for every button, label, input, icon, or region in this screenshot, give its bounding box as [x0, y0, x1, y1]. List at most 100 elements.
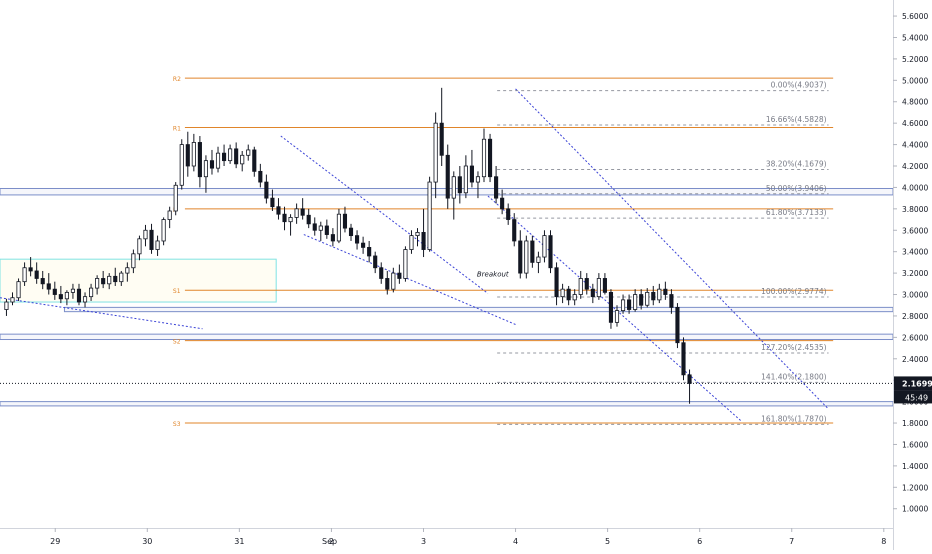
- x-tick-label: 3: [421, 537, 426, 546]
- candle-body: [64, 291, 69, 300]
- candle-body: [203, 160, 208, 178]
- y-tick-label: 4.4000: [902, 141, 928, 150]
- fib-level-label: 141.40%(2.1800): [761, 372, 827, 381]
- candle-body: [614, 310, 620, 323]
- candle-body: [572, 294, 577, 301]
- y-tick-label: 5.2000: [902, 55, 928, 64]
- candle-body: [542, 235, 547, 258]
- candle-body: [336, 213, 341, 242]
- y-tick-label: 3.4000: [902, 248, 928, 257]
- candle-body: [137, 238, 142, 255]
- candle-body: [46, 283, 51, 290]
- candle-body: [367, 246, 372, 257]
- candle-body: [536, 256, 541, 263]
- pivot-level-label: R1: [173, 125, 181, 132]
- candle-body: [627, 299, 632, 310]
- candle-body: [312, 223, 317, 231]
- y-tick-label: 4.6000: [902, 119, 928, 128]
- candle-body: [101, 278, 106, 285]
- candle-body: [264, 181, 269, 199]
- candle-body: [270, 197, 275, 208]
- candle-body: [494, 176, 499, 199]
- candle-body: [433, 122, 438, 183]
- candle-body: [354, 235, 360, 244]
- candle-body: [391, 272, 396, 290]
- candle-body: [403, 249, 408, 279]
- candle-body: [179, 144, 184, 186]
- candle-body: [481, 138, 487, 178]
- y-tick-label: 1.8000: [902, 419, 928, 428]
- x-tick-label: 2: [329, 537, 334, 546]
- x-tick-label: 29: [50, 537, 60, 546]
- candle-body: [149, 229, 154, 250]
- candle-body: [107, 275, 112, 285]
- candle-body: [95, 278, 100, 289]
- candle-body: [173, 184, 178, 212]
- candle-body: [608, 291, 614, 323]
- y-tick-label: 1.2000: [902, 483, 928, 492]
- candle-body: [512, 219, 517, 242]
- candle-body: [663, 288, 668, 295]
- candle-body: [518, 240, 523, 274]
- candle-body: [70, 288, 76, 293]
- candle-body: [566, 288, 571, 301]
- candle-body: [506, 208, 511, 220]
- candle-body: [457, 176, 462, 194]
- y-tick-label: 4.0000: [902, 183, 928, 192]
- candle-body: [657, 288, 662, 301]
- candle-body: [620, 299, 626, 311]
- y-tick-label: 1.4000: [902, 462, 928, 471]
- candle-body: [209, 160, 215, 169]
- candle-body: [645, 291, 650, 306]
- candle-body: [82, 296, 88, 303]
- candle-body: [143, 229, 148, 240]
- fib-level-label: 127.20%(2.4535): [761, 343, 827, 352]
- x-tick-label: 5: [605, 537, 610, 546]
- y-tick-label: 5.4000: [902, 33, 928, 42]
- candle-body: [318, 225, 323, 231]
- countdown-badge: [894, 390, 932, 404]
- candle-body: [584, 278, 589, 290]
- x-tick-label: 30: [142, 537, 152, 546]
- candle-body: [58, 294, 63, 300]
- candle-body: [89, 287, 94, 298]
- x-tick-label: 7: [789, 537, 794, 546]
- candle-body: [324, 225, 329, 235]
- candle-body: [463, 165, 468, 194]
- candle-body: [596, 278, 601, 298]
- candle-body: [421, 232, 426, 250]
- candle-body: [681, 342, 686, 376]
- fib-level-label: 16.66%(4.5828): [766, 115, 827, 124]
- candle-body: [602, 278, 607, 293]
- candle-body: [475, 176, 481, 183]
- candle-body: [10, 297, 15, 303]
- y-tick-label: 5.6000: [902, 12, 928, 21]
- candle-body: [524, 240, 529, 274]
- candle-body: [530, 240, 535, 263]
- candle-body: [687, 374, 692, 384]
- support-resistance-zone: [0, 401, 894, 407]
- candle-body: [578, 278, 583, 295]
- candle-body: [560, 288, 565, 298]
- candle-body: [590, 288, 595, 298]
- candle-body: [167, 210, 172, 220]
- candle-body: [397, 272, 402, 279]
- candle-body: [191, 142, 196, 167]
- candle-body: [161, 219, 166, 242]
- candle-body: [282, 213, 287, 223]
- candle-body: [651, 291, 656, 301]
- y-tick-label: 4.8000: [902, 98, 928, 107]
- candle-body: [34, 270, 39, 279]
- fib-level-label: 161.80%(1.7870): [761, 414, 827, 423]
- candle-body: [16, 281, 21, 299]
- candle-body: [215, 152, 221, 169]
- candle-body: [76, 288, 82, 303]
- candle-body: [415, 232, 420, 237]
- fib-level-label: 38.20%(4.1679): [766, 159, 827, 168]
- trendline: [487, 195, 742, 422]
- candle-body: [113, 275, 118, 283]
- y-tick-label: 2.8000: [902, 312, 928, 321]
- fib-level-label: 61.80%(3.7133): [766, 208, 827, 217]
